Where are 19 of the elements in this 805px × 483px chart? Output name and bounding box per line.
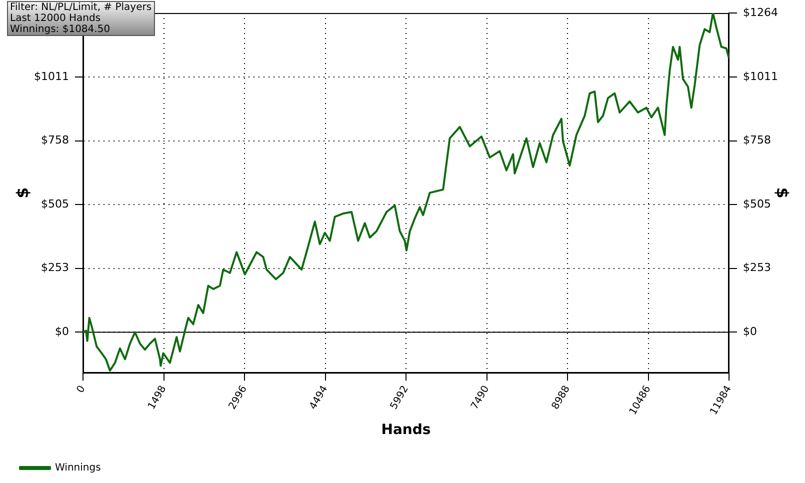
annotation: Winnings: $1084.50 [10,24,112,35]
text: Filter: NL/PL/Limit, # Players [10,2,152,13]
y-tick-label: $758 [41,134,69,147]
y2-tick-label: $505 [743,198,771,211]
y-axis-title: $ [12,187,32,198]
y2-tick-label: $1011 [743,70,778,83]
y-tick-label: $505 [41,198,69,211]
y2-axis-title: $ [773,187,792,198]
x-axis-title: Hands [381,422,431,438]
annotation: Last 12000 Hands [10,13,102,24]
legend-label: Winnings [55,462,101,474]
y2-tick-label: $1264 [743,6,778,19]
y2-tick-label: $253 [743,261,771,274]
y-tick-label: $1011 [34,70,69,83]
y2-tick-label: $0 [743,325,757,338]
y2-tick-label: $758 [743,134,771,147]
y-tick-label: $253 [41,261,69,274]
x-tick-label: 0 [75,384,88,395]
y-tick-label: $0 [55,325,69,338]
